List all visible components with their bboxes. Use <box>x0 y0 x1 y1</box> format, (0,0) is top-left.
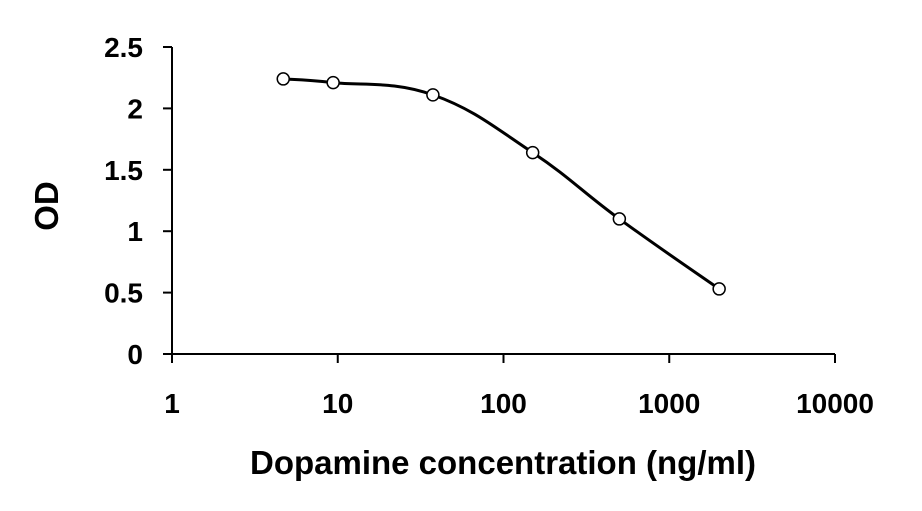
y-tick-label: 0.5 <box>104 278 143 309</box>
data-point <box>276 72 290 86</box>
series-line <box>281 77 721 291</box>
y-tick-label: 1.5 <box>104 155 143 186</box>
data-markers <box>276 72 726 296</box>
x-ticks: 1 10 100 1000 10000 <box>164 354 874 419</box>
axes <box>171 47 835 355</box>
data-point <box>612 212 627 226</box>
data-point <box>525 145 540 160</box>
y-tick-label: 1 <box>127 216 143 247</box>
y-ticks: 0 0.5 1 1.5 2 2.5 <box>104 32 172 370</box>
x-tick-label: 100 <box>480 388 527 419</box>
x-tick-label: 10000 <box>796 388 874 419</box>
x-axis-title: Dopamine concentration (ng/ml) <box>250 444 756 481</box>
data-point <box>426 88 440 102</box>
y-tick-label: 0 <box>127 339 143 370</box>
x-tick-label: 1000 <box>638 388 700 419</box>
y-tick-label: 2 <box>127 93 143 124</box>
x-tick-label: 1 <box>164 388 180 419</box>
y-tick-label: 2.5 <box>104 32 143 63</box>
data-point <box>712 282 726 296</box>
y-axis-title: OD <box>28 181 65 231</box>
x-tick-label: 10 <box>322 388 353 419</box>
data-point <box>326 75 340 90</box>
